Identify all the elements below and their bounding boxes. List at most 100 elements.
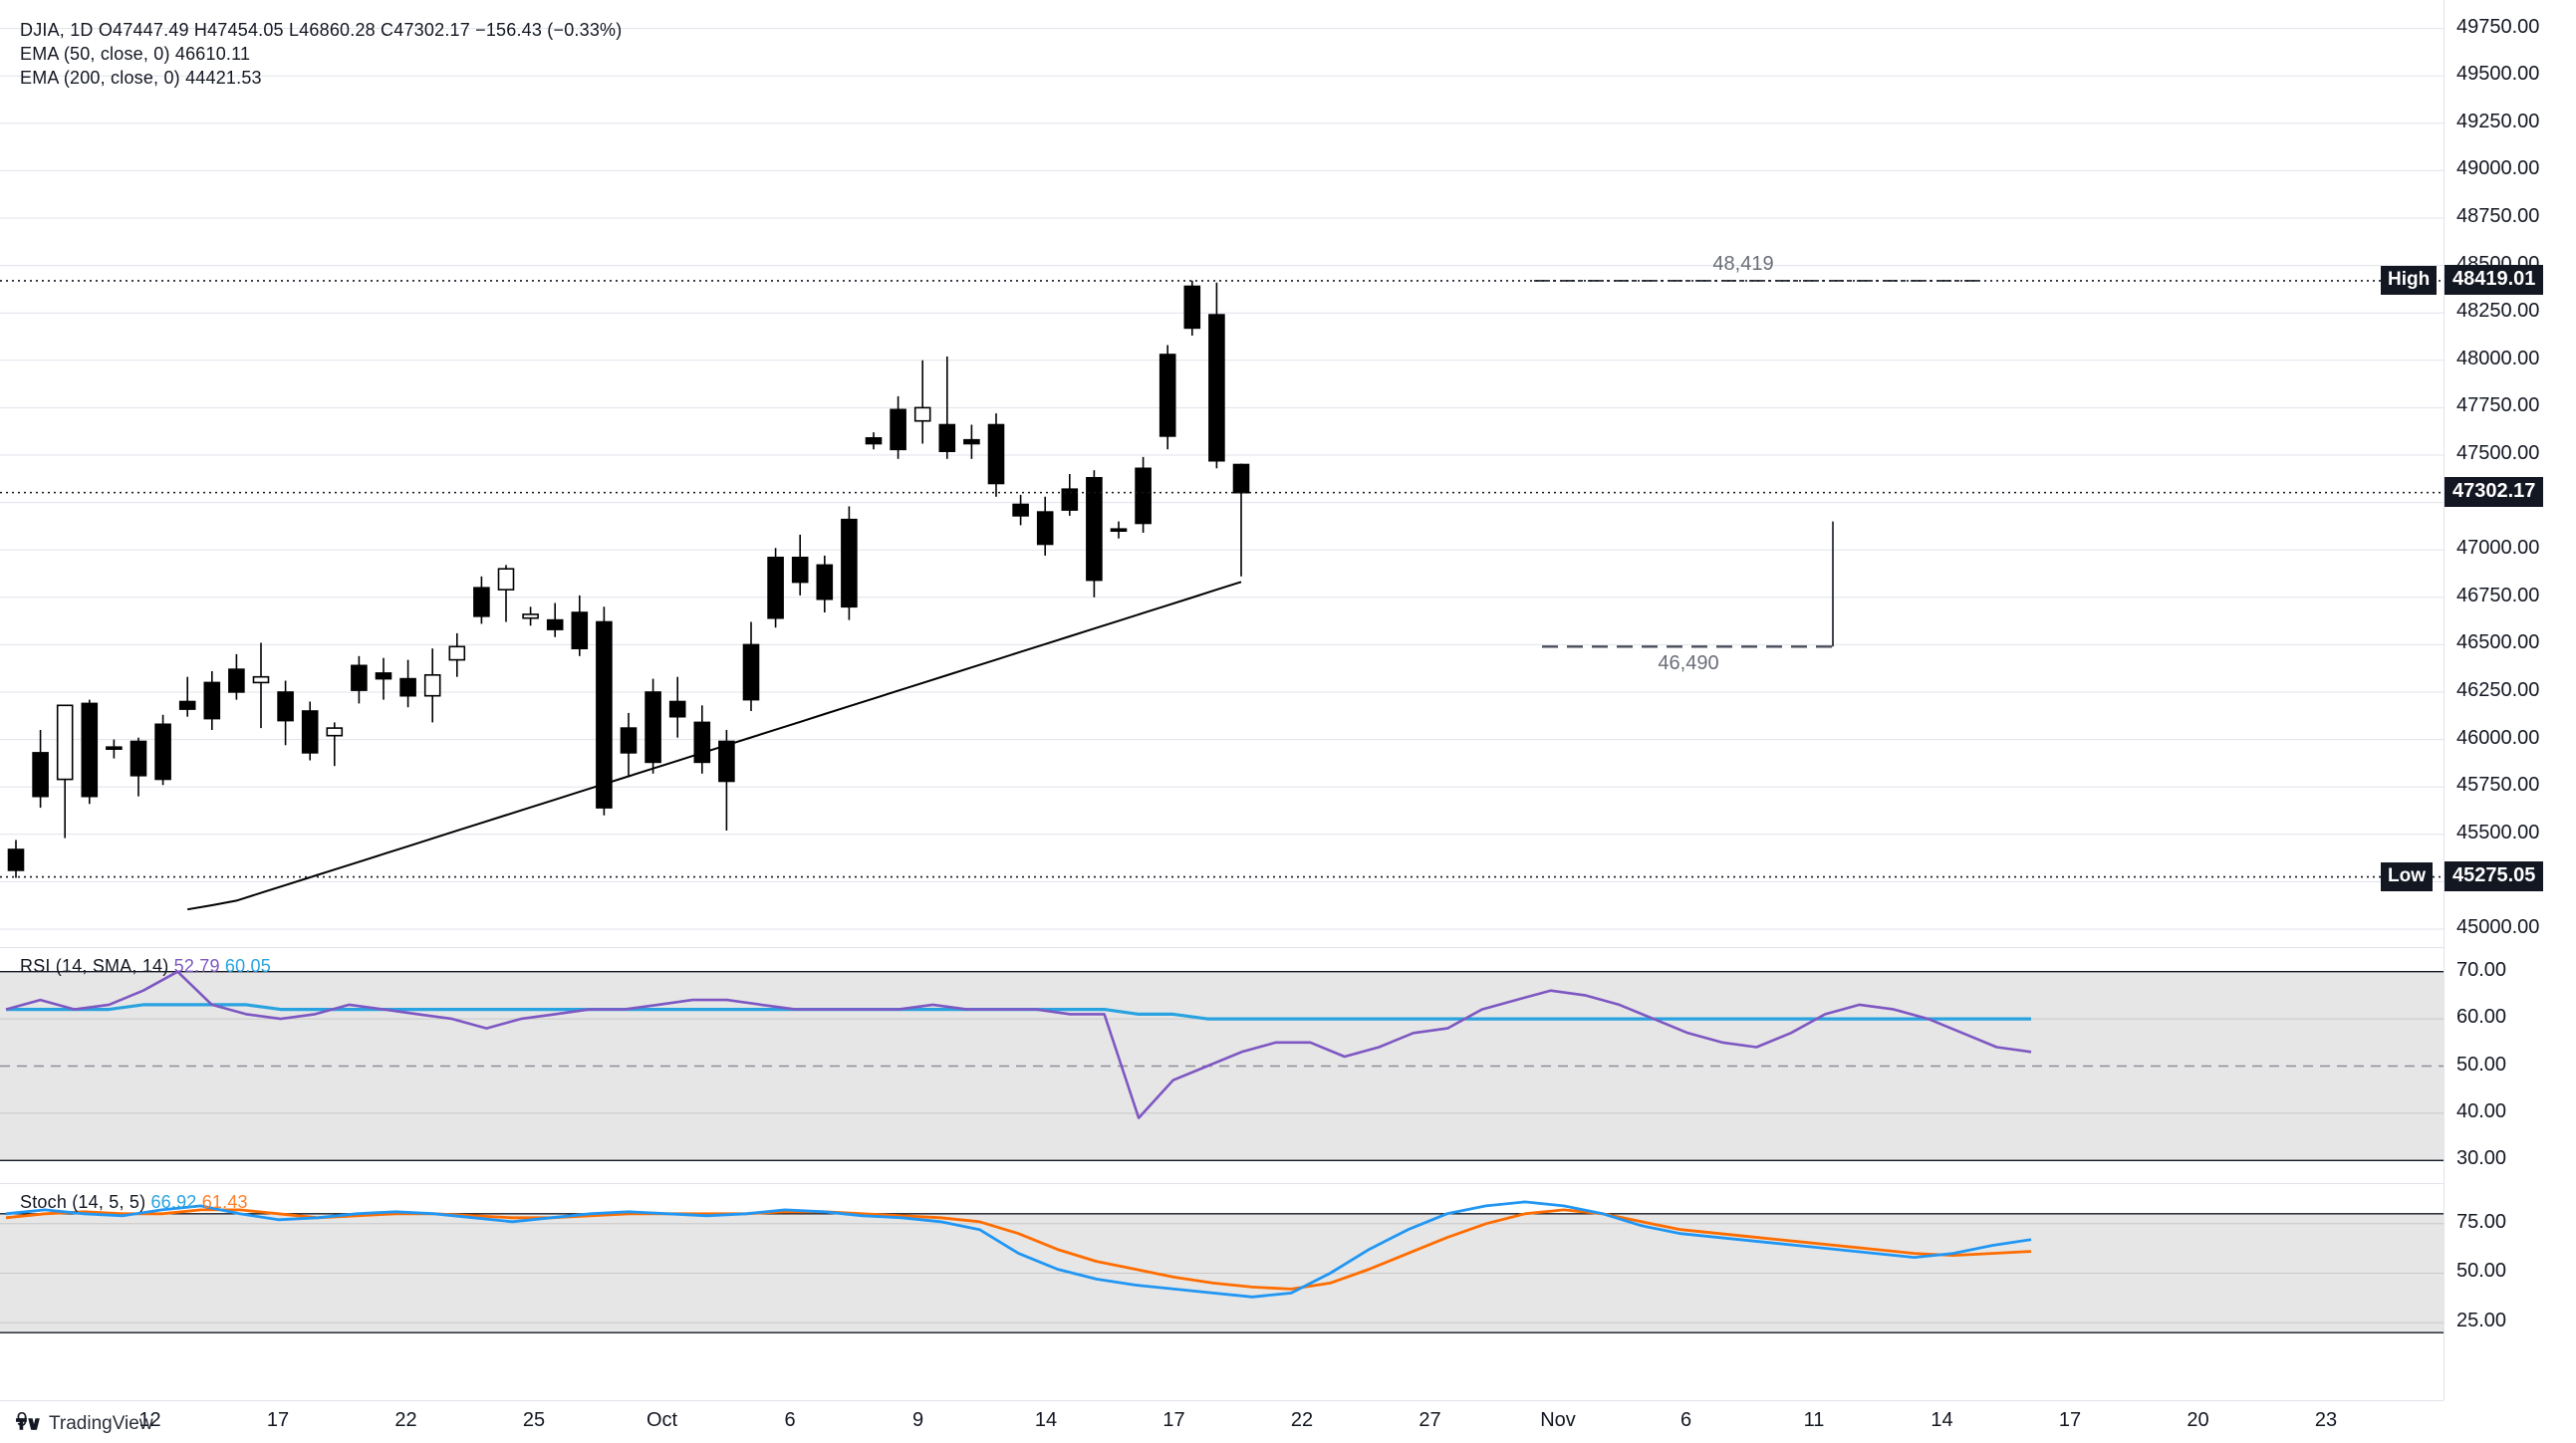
- price-pane[interactable]: [0, 0, 2444, 948]
- candle-body-down: [1159, 354, 1176, 437]
- price-chart-svg: [0, 28, 2444, 930]
- candlestick: [693, 705, 711, 774]
- candle-body-down: [620, 727, 638, 754]
- price-axis-tick: 49250.00: [2456, 110, 2540, 132]
- candlestick: [129, 737, 147, 797]
- candle-body-down: [301, 710, 319, 754]
- candle-body-down: [742, 643, 760, 701]
- stoch-d-value: 61.43: [201, 1192, 248, 1212]
- price-axis-tick: 46000.00: [2456, 726, 2540, 749]
- candle-body-down: [106, 746, 123, 751]
- high-marker-label: High: [2381, 265, 2438, 295]
- candlestick: [106, 739, 123, 759]
- candle-body-up: [423, 673, 441, 697]
- candlestick: [1159, 345, 1176, 450]
- tradingview-logo-icon: [16, 1418, 40, 1430]
- price-axis-tick: 49000.00: [2456, 157, 2540, 180]
- time-axis-tick: 6: [784, 1409, 796, 1431]
- candle-body-down: [571, 611, 589, 650]
- candlestick: [1012, 494, 1029, 526]
- rsi-axis-tick: 60.00: [2456, 1006, 2507, 1029]
- candlestick: [178, 676, 196, 717]
- candlestick: [767, 548, 784, 628]
- candlestick: [1135, 456, 1152, 533]
- candlestick: [1061, 474, 1079, 516]
- candle-body-up: [497, 568, 515, 591]
- price-axis-tick: 47500.00: [2456, 441, 2540, 464]
- candle-body-down: [890, 408, 906, 451]
- rsi-legend[interactable]: RSI (14, SMA, 14) 52.79 60.05: [20, 956, 271, 977]
- candle-body-down: [1061, 488, 1079, 511]
- rsi-sma-value: 60.05: [224, 956, 271, 976]
- candlestick: [399, 659, 416, 708]
- stoch-axis-tick: 25.00: [2456, 1310, 2507, 1332]
- candle-body-down: [228, 668, 245, 693]
- stoch-pane[interactable]: [0, 1184, 2444, 1356]
- candle-body-down: [963, 438, 980, 445]
- candlestick: [620, 712, 638, 776]
- candle-body-down: [668, 700, 686, 718]
- rsi-pane[interactable]: [0, 948, 2444, 1184]
- rsi-axis-tick: 50.00: [2456, 1053, 2507, 1076]
- candle-body-up: [913, 406, 931, 422]
- candlestick: [791, 534, 809, 596]
- time-axis-tick: 22: [394, 1409, 417, 1431]
- candlestick: [668, 676, 686, 738]
- stoch-axis-tick: 75.00: [2456, 1210, 2507, 1233]
- stoch-legend[interactable]: Stoch (14, 5, 5) 66.92 61.43: [20, 1192, 248, 1213]
- time-axis-tick: 27: [1418, 1409, 1441, 1431]
- price-axis-tick: 47750.00: [2456, 394, 2540, 417]
- candlestick: [742, 621, 760, 711]
- ema200-line: [187, 581, 1242, 911]
- candle-body-down: [1208, 314, 1225, 462]
- rsi-axis-tick: 70.00: [2456, 958, 2507, 981]
- resistance-level-label: 48,419: [1712, 252, 1774, 275]
- candle-body-down: [1135, 467, 1152, 525]
- stoch-label: Stoch (14, 5, 5): [20, 1192, 146, 1212]
- candle-body-down: [81, 702, 99, 798]
- candlestick: [913, 360, 931, 444]
- candlestick: [277, 680, 294, 746]
- rsi-label: RSI (14, SMA, 14): [20, 956, 169, 976]
- time-axis-tick: 11: [1803, 1409, 1825, 1431]
- candle-body-up: [252, 675, 270, 684]
- candlestick: [56, 704, 74, 839]
- candlestick: [841, 506, 858, 620]
- high-price-tag[interactable]: 48419.01: [2445, 264, 2544, 295]
- candle-body-up: [522, 613, 539, 619]
- price-axis-tick: 48250.00: [2456, 300, 2540, 323]
- candlestick: [596, 606, 613, 816]
- ema200-legend[interactable]: EMA (200, close, 0) 44421.53: [20, 68, 262, 89]
- candle-body-down: [546, 618, 564, 630]
- symbol-ohlc-text: DJIA, 1D O47447.49 H47454.05 L46860.28 C…: [20, 20, 623, 40]
- candle-body-down: [154, 723, 171, 781]
- candlestick: [718, 730, 735, 831]
- rsi-axis-tick: 30.00: [2456, 1147, 2507, 1170]
- support-level-label: 46,490: [1658, 652, 1719, 675]
- ema50-legend[interactable]: EMA (50, close, 0) 46610.11: [20, 44, 250, 65]
- candlestick: [7, 840, 25, 878]
- price-axis-tick: 46250.00: [2456, 678, 2540, 701]
- price-axis-tick: 46500.00: [2456, 631, 2540, 654]
- last-price-tag[interactable]: 47302.17: [2445, 476, 2544, 507]
- time-axis-tick: 14: [1931, 1409, 1953, 1431]
- candle-body-down: [203, 681, 221, 720]
- candle-body-down: [1183, 285, 1201, 330]
- candlestick: [1036, 496, 1054, 556]
- main-series-legend[interactable]: DJIA, 1D O47447.49 H47454.05 L46860.28 C…: [20, 20, 622, 41]
- low-price-tag[interactable]: 45275.05: [2445, 860, 2544, 891]
- candle-body-down: [987, 423, 1005, 485]
- candle-body-up: [56, 704, 74, 781]
- time-axis[interactable]: 912172225Oct6914172227Nov61114172023: [0, 1400, 2444, 1443]
- stoch-axis-tick: 50.00: [2456, 1260, 2507, 1283]
- time-axis-tick: 6: [1679, 1409, 1692, 1431]
- candle-body-down: [718, 740, 735, 783]
- price-axis[interactable]: 49750.00 49500.00 49250.00 49000.00 48750.00…: [2444, 0, 2576, 1400]
- candle-body-down: [7, 848, 25, 871]
- candlestick: [473, 576, 490, 624]
- pane-divider-rsi: [0, 947, 2444, 948]
- ema50-text: EMA (50, close, 0) 46610.11: [20, 44, 251, 64]
- candlestick: [81, 699, 99, 805]
- candle-body-down: [178, 700, 196, 710]
